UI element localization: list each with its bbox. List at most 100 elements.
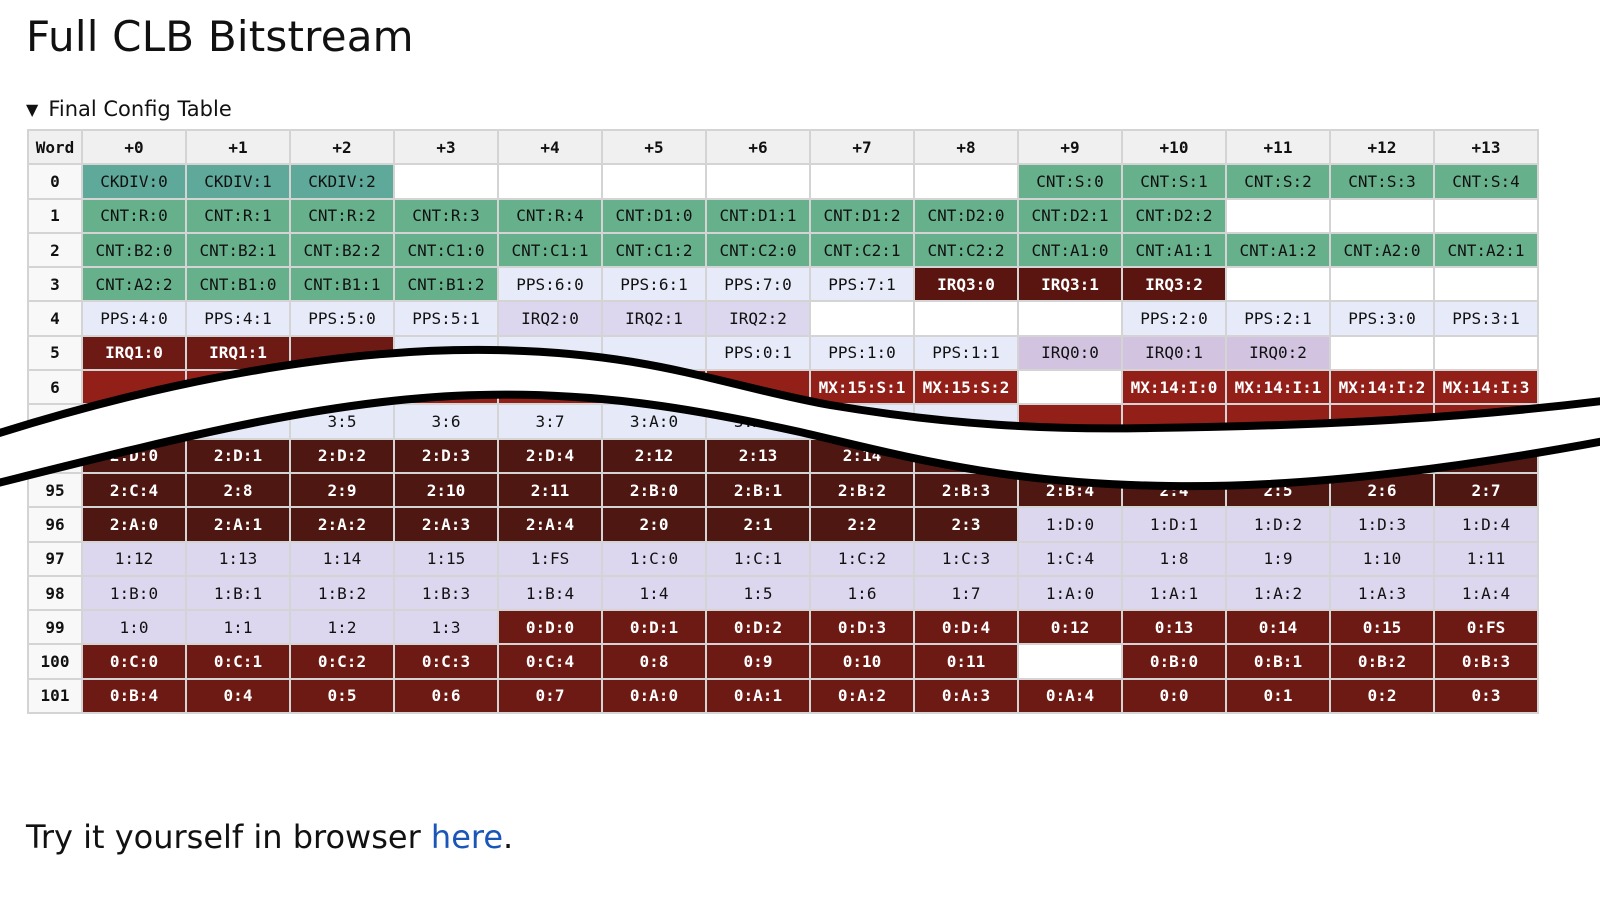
config-cell: 2:B:4 [1017,471,1123,509]
config-cell: 1:C:3 [913,540,1019,577]
config-cell: CNT:A2:1 [1433,231,1539,269]
config-cell: 2:D:1 [185,437,291,474]
config-cell: CNT:C2:0 [705,231,811,269]
config-cell: 2:9 [289,471,395,509]
config-cell [393,334,499,372]
config-cell [497,334,603,372]
table-row: 100 0:C:0 0:C:1 0:C:2 0:C:3 0:C:4 0:8 0:9 0:10 0:… [27,643,1539,680]
config-cell: 2:B:2 [809,471,915,509]
config-cell: 0:D:1 [601,609,707,646]
config-cell [289,369,395,406]
config-cell: MX:14:I:1 [1225,369,1331,406]
config-cell: CNT:D2:1 [1017,197,1123,234]
config-cell: 2:D:0 [81,437,187,474]
config-cell [705,369,811,406]
config-cell: PPS:0:1 [705,334,811,372]
table-row: 4 PPS:4:0 PPS:4:1 PPS:5:0 PPS:5:1 IRQ2:0 IRQ2:… [27,300,1539,337]
config-cell: 1:C:1 [705,540,811,577]
config-cell: 1:A:0 [1017,574,1123,612]
config-cell [81,403,187,440]
config-cell: CNT:D1:2 [809,197,915,234]
config-cell: MX:15:S:2 [913,369,1019,406]
config-cell: CNT:B2:1 [185,231,291,269]
config-cell: 1:D:1 [1121,506,1227,543]
word-index: 98 [27,574,83,612]
config-cell [1225,437,1331,474]
config-cell: MX:15:S:1 [809,369,915,406]
column-header-offset: +10 [1121,128,1227,166]
config-cell: 1:3 [393,609,499,646]
final-config-table-toggle[interactable]: ▼ Final Config Table [26,97,232,121]
config-cell: 2:10 [393,471,499,509]
config-cell: CNT:C2:1 [809,231,915,269]
config-cell: 0:11 [913,643,1019,680]
table-row: 96 2:A:0 2:A:1 2:A:2 2:A:3 2:A:4 2:0 2:1 2:2 2:3 1… [27,506,1539,543]
config-cell: 1:11 [1433,540,1539,577]
config-cell: CNT:S:3 [1329,163,1435,200]
config-cell: 1:D:3 [1329,506,1435,543]
config-cell: 2:2 [809,506,915,543]
triangle-down-icon: ▼ [26,99,39,119]
config-cell: 0:12 [1017,609,1123,646]
table-row: 94 2:D:0 2:D:1 2:D:2 2:D:3 2:D:4 2:12 2:13 2:14 [27,437,1539,474]
config-cell: 1:14 [289,540,395,577]
config-cell [1017,643,1123,680]
config-cell: 1:B:2 [289,574,395,612]
config-cell: 1:D:2 [1225,506,1331,543]
page-title: Full CLB Bitstream [26,12,414,61]
config-cell: 0:C:2 [289,643,395,680]
section-label: Final Config Table [48,97,232,121]
config-cell: 1:A:1 [1121,574,1227,612]
config-cell: 2:D:4 [497,437,603,474]
config-cell: 2:A:0 [81,506,187,543]
config-cell [913,163,1019,200]
config-cell: 0:B:4 [81,677,187,715]
column-header-word: Word [27,128,83,166]
config-cell: 0:D:4 [913,609,1019,646]
config-cell: 1:4 [601,574,707,612]
config-cell: 1:C:2 [809,540,915,577]
config-cell: 0:A:1 [705,677,811,715]
table-row: 98 1:B:0 1:B:1 1:B:2 1:B:3 1:B:4 1:4 1:5 1:6 1:7 1… [27,574,1539,612]
config-cell: 0:4 [185,677,291,715]
config-cell: 1:13 [185,540,291,577]
try-it-link[interactable]: here [430,818,504,856]
config-cell: IRQ0:1 [1121,334,1227,372]
config-cell: 0:6 [393,677,499,715]
config-cell [1329,403,1435,440]
config-cell: 1:B:4 [497,574,603,612]
config-cell [913,403,1019,440]
config-cell: CNT:A2:2 [81,266,187,303]
config-cell: 0:C:1 [185,643,291,680]
config-cell: 2:13 [705,437,811,474]
config-cell: 0:9 [705,643,811,680]
config-cell: IRQ2:0 [497,300,603,337]
config-cell: CNT:D1:1 [705,197,811,234]
config-cell: 0:A:0 [601,677,707,715]
table-row: 1 CNT:R:0 CNT:R:1 CNT:R:2 CNT:R:3 CNT:R:4 CNT:… [27,197,1539,234]
config-cell: 2:D:2 [289,437,395,474]
config-cell: 0:13 [1121,609,1227,646]
config-cell: PPS:4:1 [185,300,291,337]
config-cell: 3:7 [497,403,603,440]
config-cell: 0:7 [497,677,603,715]
config-cell [601,163,707,200]
config-cell: MX:14:I:0 [1121,369,1227,406]
config-cell [1329,437,1435,474]
config-cell [809,403,915,440]
table-row: 5 IRQ1:0 IRQ1:1 PPS:0:1 PPS:1:0 PPS:1:1 IRQ0:0… [27,334,1539,372]
config-cell: 1:B:3 [393,574,499,612]
config-cell [1433,403,1539,440]
column-header-offset: +12 [1329,128,1435,166]
config-cell: MX:14:I:2 [1329,369,1435,406]
config-cell: 1:D:0 [1017,506,1123,543]
config-cell [809,300,915,337]
column-header-offset: +11 [1225,128,1331,166]
config-cell: 1:6 [809,574,915,612]
config-cell: 0:3 [1433,677,1539,715]
config-cell: CNT:C1:1 [497,231,603,269]
config-cell: 2:11 [497,471,603,509]
config-cell: 1:FS [497,540,603,577]
config-cell: CKDIV:2 [289,163,395,200]
config-cell: 2:A:1 [185,506,291,543]
